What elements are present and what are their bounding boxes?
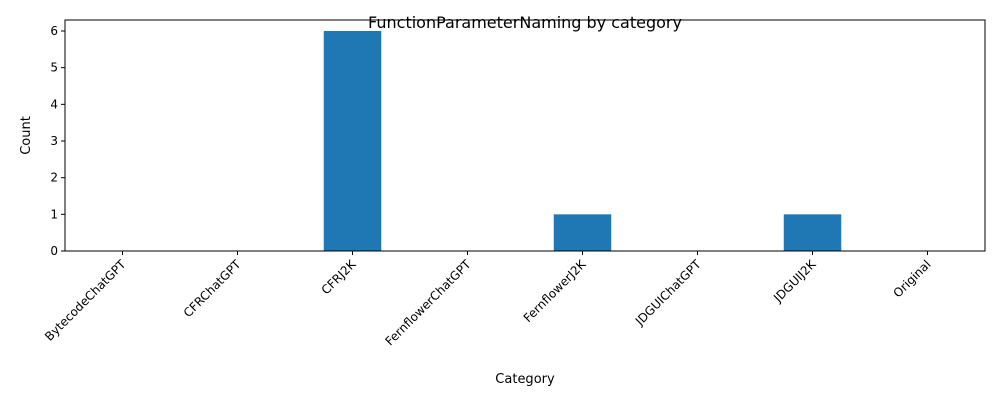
bar-CFRJ2K xyxy=(323,31,382,251)
x-tick-label: CFRJ2K xyxy=(319,256,360,297)
y-tick-label: 4 xyxy=(50,97,58,111)
x-tick-label: FernflowerChatGPT xyxy=(382,257,474,349)
x-tick-label: JDGUIChatGPT xyxy=(632,257,704,329)
y-tick-label: 3 xyxy=(50,134,58,148)
x-ticks-group: BytecodeChatGPT CFRChatGPT CFRJ2K Fernflowe… xyxy=(42,251,934,349)
x-axis-label: Category xyxy=(495,372,555,387)
plot-frame xyxy=(64,19,986,252)
y-tick-label: 1 xyxy=(50,207,58,221)
x-tick-label: Original xyxy=(891,257,934,300)
x-tick-label: CFRChatGPT xyxy=(181,257,244,320)
bars-group xyxy=(323,31,842,251)
chart-title: FunctionParameterNaming by category xyxy=(368,13,682,32)
x-tick-label: BytecodeChatGPT xyxy=(42,257,129,344)
y-tick-label: 5 xyxy=(50,61,58,75)
bar-JDGUIJ2K xyxy=(783,214,842,251)
y-axis-label: Count xyxy=(19,116,34,155)
x-tick-label: FernflowerJ2K xyxy=(521,256,590,325)
y-tick-label: 6 xyxy=(50,24,58,38)
y-tick-label: 0 xyxy=(50,244,58,258)
bar-FernflowerJ2K xyxy=(553,214,612,251)
x-tick-label: JDGUIJ2K xyxy=(770,256,819,305)
y-ticks-group: 0 1 2 3 4 5 6 xyxy=(50,24,65,258)
y-tick-label: 2 xyxy=(50,171,58,185)
